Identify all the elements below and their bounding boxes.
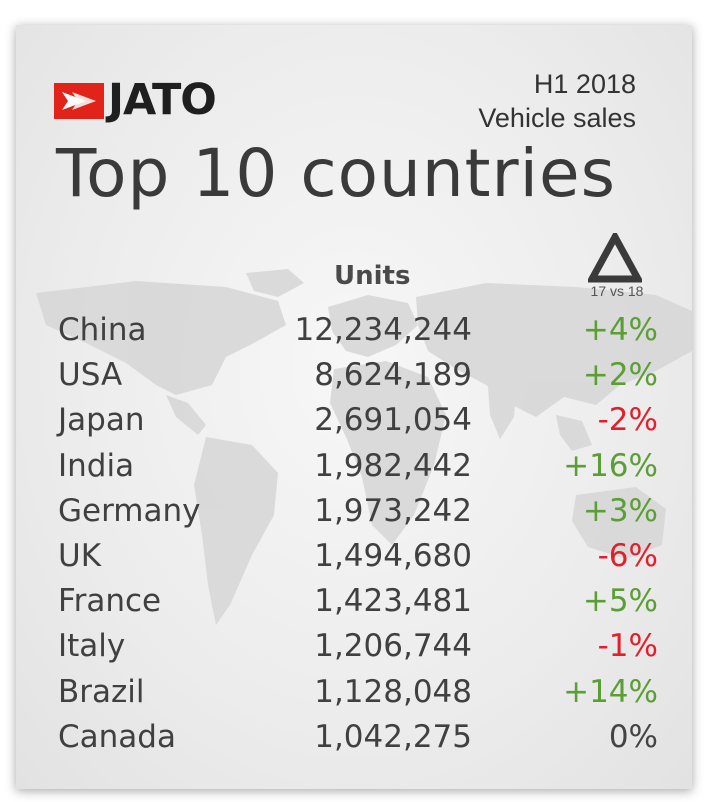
- units-value: 12,234,244: [294, 312, 473, 348]
- table-row: Japan 2,691,054 -2%: [16, 401, 692, 446]
- jato-logo: JATO: [54, 75, 217, 125]
- units-value: 1,973,242: [314, 492, 472, 529]
- change-value: +14%: [563, 673, 658, 710]
- world-map-background: [36, 269, 692, 625]
- change-value: 0%: [608, 718, 658, 755]
- change-value: +16%: [563, 447, 658, 484]
- country-label: Japan: [58, 402, 145, 439]
- country-label: USA: [58, 357, 123, 394]
- change-value: +5%: [582, 583, 658, 620]
- jato-logo-mark-icon: [54, 82, 104, 119]
- table-row: France 1,423,481 +5%: [16, 582, 692, 627]
- country-label: Canada: [58, 718, 176, 755]
- table-row: Italy 1,206,744 -1%: [16, 627, 692, 672]
- change-value: -1%: [597, 628, 658, 665]
- table-row: Brazil 1,128,048 +14%: [16, 673, 692, 718]
- table-row: USA 8,624,189 +2%: [16, 356, 692, 401]
- units-value: 2,691,054: [314, 402, 472, 439]
- units-value: 1,423,481: [314, 583, 472, 620]
- units-value: 1,206,744: [314, 628, 472, 665]
- change-value: +4%: [582, 312, 658, 348]
- country-label: Germany: [58, 492, 201, 529]
- country-label: China: [58, 312, 147, 348]
- table-row: Germany 1,973,242 +3%: [16, 492, 692, 537]
- country-label: UK: [58, 537, 102, 574]
- table-row: Canada 1,042,275 0%: [16, 718, 692, 763]
- units-value: 1,042,275: [314, 718, 472, 755]
- change-value: +3%: [582, 492, 658, 529]
- table-row: India 1,982,442 +16%: [16, 447, 692, 492]
- units-column-header: Units: [334, 261, 411, 291]
- units-value: 1,982,442: [314, 447, 472, 484]
- header-subtitle: H1 2018 Vehicle sales: [478, 67, 636, 135]
- table-row: China 12,234,244 +4%: [16, 311, 692, 356]
- change-value: -6%: [597, 537, 658, 574]
- country-table: China 12,234,244 +4% USA 8,624,189 +2% Japan 2,…: [16, 311, 692, 763]
- brand-name: JATO: [108, 75, 217, 125]
- header-description: Vehicle sales: [478, 103, 636, 133]
- table-row: UK 1,494,680 -6%: [16, 537, 692, 582]
- country-label: France: [58, 583, 162, 620]
- chart-title: Top 10 countries: [56, 135, 616, 212]
- country-label: Brazil: [58, 673, 145, 710]
- header-period: H1 2018: [533, 69, 636, 99]
- units-value: 1,494,680: [314, 537, 472, 574]
- change-value: -2%: [597, 402, 658, 439]
- units-value: 1,128,048: [314, 673, 472, 710]
- delta-icon: [588, 233, 642, 283]
- change-value: +2%: [582, 357, 658, 394]
- units-value: 8,624,189: [314, 357, 472, 394]
- country-label: India: [58, 447, 135, 484]
- delta-column-header: 17 vs 18: [590, 283, 644, 299]
- infographic-card: JATO H1 2018 Vehicle sales Top 10 countr…: [16, 25, 692, 789]
- country-label: Italy: [58, 628, 126, 665]
